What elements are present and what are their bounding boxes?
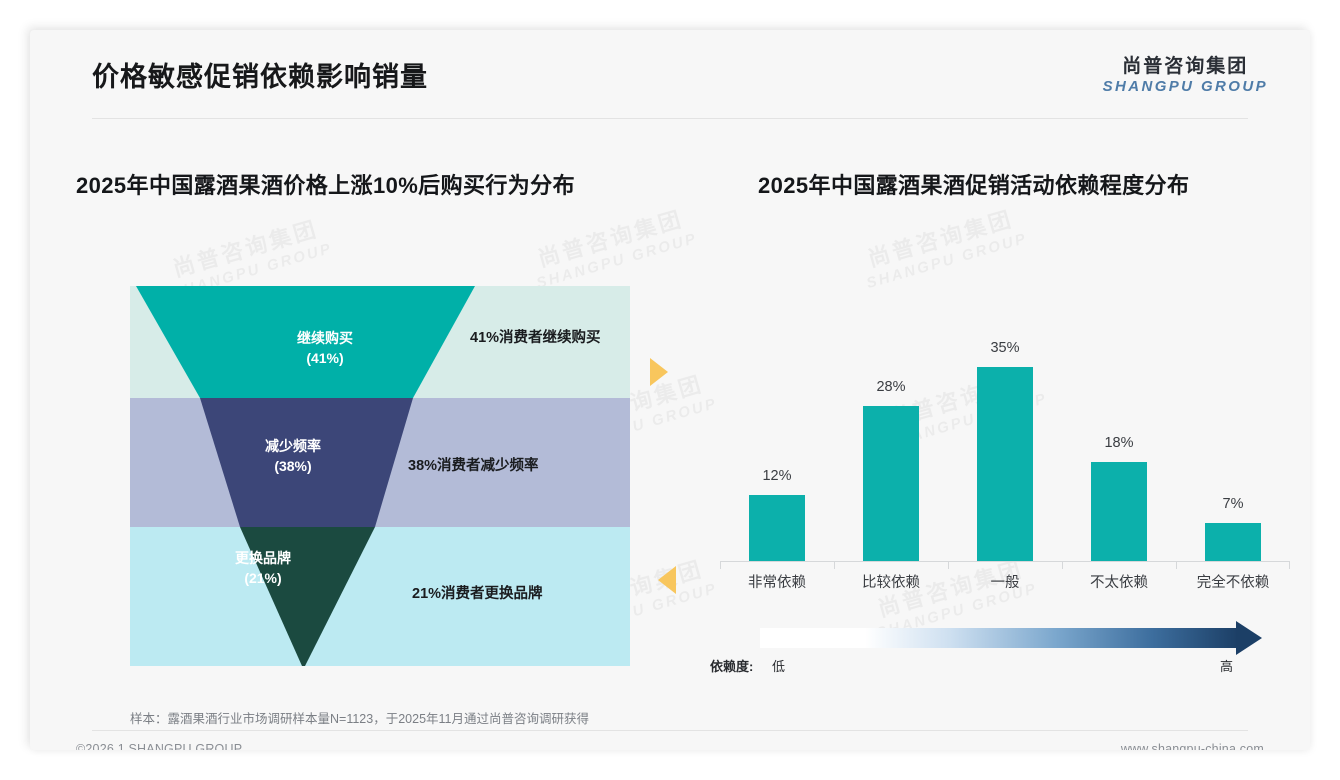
bar[interactable] bbox=[749, 495, 805, 562]
funnel-note-3: 21%消费者更换品牌 bbox=[412, 586, 543, 602]
funnel-segment-2-name: 减少频率 bbox=[265, 438, 321, 454]
x-axis-category-label: 不太依赖 bbox=[1090, 575, 1148, 591]
website-text[interactable]: www.shangpu-china.com bbox=[1120, 742, 1264, 750]
slide-canvas: 尚普咨询集团 SHANGPU GROUP 尚普咨询集团 SHANGPU GROU… bbox=[30, 30, 1310, 750]
funnel-segment-1-value: (41%) bbox=[306, 350, 344, 367]
logo-english-text: SHANGPU GROUP bbox=[1102, 77, 1268, 95]
brand-logo: 尚普咨询集团 SHANGPU GROUP bbox=[1103, 56, 1268, 96]
funnel-segment-2-value: (38%) bbox=[274, 458, 312, 475]
bar-value-label: 35% bbox=[990, 340, 1020, 356]
right-chart-title: 2025年中国露酒果酒促销活动依赖程度分布 bbox=[758, 173, 1190, 198]
funnel-note-1: 41%消费者继续购买 bbox=[470, 330, 601, 346]
funnel-segment-1 bbox=[136, 286, 475, 398]
x-axis-category-label: 一般 bbox=[990, 575, 1020, 591]
watermark-cn: 尚普咨询集团 bbox=[527, 203, 695, 275]
bar-value-label: 28% bbox=[876, 379, 906, 395]
sample-footnote: 样本：露酒果酒行业市场调研样本量N=1123，于2025年11月通过尚普咨询调研… bbox=[130, 712, 589, 726]
funnel-segment-1-name: 继续购买 bbox=[297, 330, 353, 346]
watermark-en: SHANGPU GROUP bbox=[534, 229, 699, 293]
bar-slot: 7% bbox=[1176, 338, 1290, 562]
dependency-gradient-legend: 依赖度: 低 高 bbox=[710, 621, 1290, 678]
bar-chart-plot-area: 12% 28% 35% 18% 7% bbox=[720, 338, 1290, 562]
watermark: 尚普咨询集团 SHANGPU GROUP bbox=[527, 203, 700, 293]
watermark: 尚普咨询集团 SHANGPU GROUP bbox=[857, 203, 1030, 293]
funnel-segment-2 bbox=[200, 398, 413, 527]
funnel-segment-3-label: 更换品牌 (21%) bbox=[208, 548, 318, 589]
bar[interactable] bbox=[863, 406, 919, 562]
bar-value-label: 18% bbox=[1104, 435, 1134, 451]
header: 价格敏感促销依赖影响销量 尚普咨询集团 SHANGPU GROUP bbox=[30, 30, 1310, 118]
footer-divider bbox=[92, 730, 1248, 731]
legend-high-label: 高 bbox=[1220, 659, 1234, 674]
watermark-cn: 尚普咨询集团 bbox=[857, 203, 1025, 275]
x-axis-tick bbox=[1289, 562, 1290, 569]
arrow-right-icon bbox=[1236, 621, 1262, 655]
page-title: 价格敏感促销依赖影响销量 bbox=[92, 62, 428, 92]
bar-slot: 28% bbox=[834, 338, 948, 562]
x-axis-category-label: 比较依赖 bbox=[862, 575, 920, 591]
bar-slot: 18% bbox=[1062, 338, 1176, 562]
bar-value-label: 12% bbox=[762, 468, 792, 484]
header-divider bbox=[92, 118, 1248, 119]
funnel-shape bbox=[136, 286, 475, 666]
watermark-cn: 尚普咨询集团 bbox=[162, 213, 330, 285]
bar-chart: 12% 28% 35% 18% 7% bbox=[720, 300, 1290, 600]
x-axis-tick bbox=[720, 562, 721, 569]
x-axis-line bbox=[720, 561, 1290, 562]
left-chart-title: 2025年中国露酒果酒价格上涨10%后购买行为分布 bbox=[76, 173, 575, 198]
play-left-icon bbox=[658, 566, 676, 594]
funnel-note-2: 38%消费者减少频率 bbox=[408, 458, 539, 474]
logo-chinese-text: 尚普咨询集团 bbox=[1122, 56, 1249, 77]
gradient-bar bbox=[760, 628, 1238, 648]
x-axis-tick bbox=[948, 562, 949, 569]
funnel-segment-3-name: 更换品牌 bbox=[235, 550, 291, 566]
x-axis-tick bbox=[1062, 562, 1063, 569]
funnel-segment-2-label: 减少频率 (38%) bbox=[238, 436, 348, 477]
funnel-segment-1-label: 继续购买 (41%) bbox=[270, 328, 380, 369]
funnel-chart: 继续购买 (41%) 减少频率 (38%) 更换品牌 (21%) 41%消费者继… bbox=[130, 286, 630, 666]
x-axis-category-label: 完全不依赖 bbox=[1196, 575, 1270, 591]
funnel-segment-3-value: (21%) bbox=[244, 570, 282, 587]
bar[interactable] bbox=[977, 367, 1033, 562]
bar-slot: 35% bbox=[948, 338, 1062, 562]
x-axis-tick bbox=[1176, 562, 1177, 569]
legend-low-label: 低 bbox=[772, 659, 786, 674]
x-axis-category-label: 非常依赖 bbox=[748, 575, 806, 591]
funnel-segment-3 bbox=[240, 527, 375, 666]
x-axis-tick bbox=[834, 562, 835, 569]
watermark-en: SHANGPU GROUP bbox=[864, 229, 1029, 293]
bar-value-label: 7% bbox=[1222, 496, 1244, 512]
copyright-text: ©2026.1 SHANGPU GROUP bbox=[76, 742, 243, 750]
play-right-icon bbox=[650, 358, 668, 386]
bar[interactable] bbox=[1091, 462, 1147, 562]
bar[interactable] bbox=[1205, 523, 1261, 562]
legend-title: 依赖度: bbox=[710, 659, 754, 674]
bar-slot: 12% bbox=[720, 338, 834, 562]
funnel-band-3 bbox=[130, 527, 630, 666]
